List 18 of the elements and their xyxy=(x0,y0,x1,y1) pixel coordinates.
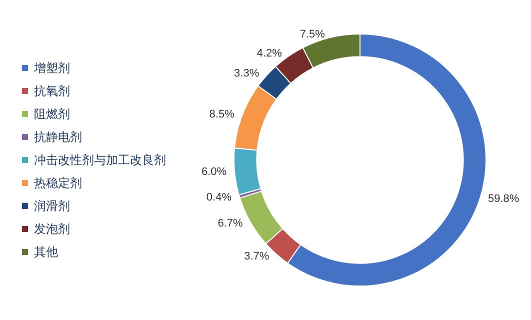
data-label: 8.5% xyxy=(209,108,235,120)
data-label: 3.7% xyxy=(244,250,270,262)
legend-label: 抗氧剂 xyxy=(34,84,70,98)
data-label: 7.5% xyxy=(300,28,326,41)
legend-label: 润滑剂 xyxy=(34,199,70,213)
legend-label: 阻燃剂 xyxy=(34,107,70,121)
data-label: 6.0% xyxy=(201,166,227,178)
legend-label: 增塑剂 xyxy=(33,61,70,75)
legend-label: 其他 xyxy=(34,245,58,259)
data-label: 3.3% xyxy=(234,68,260,80)
data-label: 0.4% xyxy=(206,191,232,204)
data-label: 4.2% xyxy=(256,48,282,60)
legend-label: 热稳定剂 xyxy=(34,176,82,190)
legend-label: 冲击改性剂与加工改良剂 xyxy=(34,153,166,167)
data-label: 59.8% xyxy=(488,192,520,205)
legend-label: 抗静电剂 xyxy=(34,130,82,144)
data-label: 6.7% xyxy=(218,218,244,230)
legend-label: 发泡剂 xyxy=(34,222,70,236)
